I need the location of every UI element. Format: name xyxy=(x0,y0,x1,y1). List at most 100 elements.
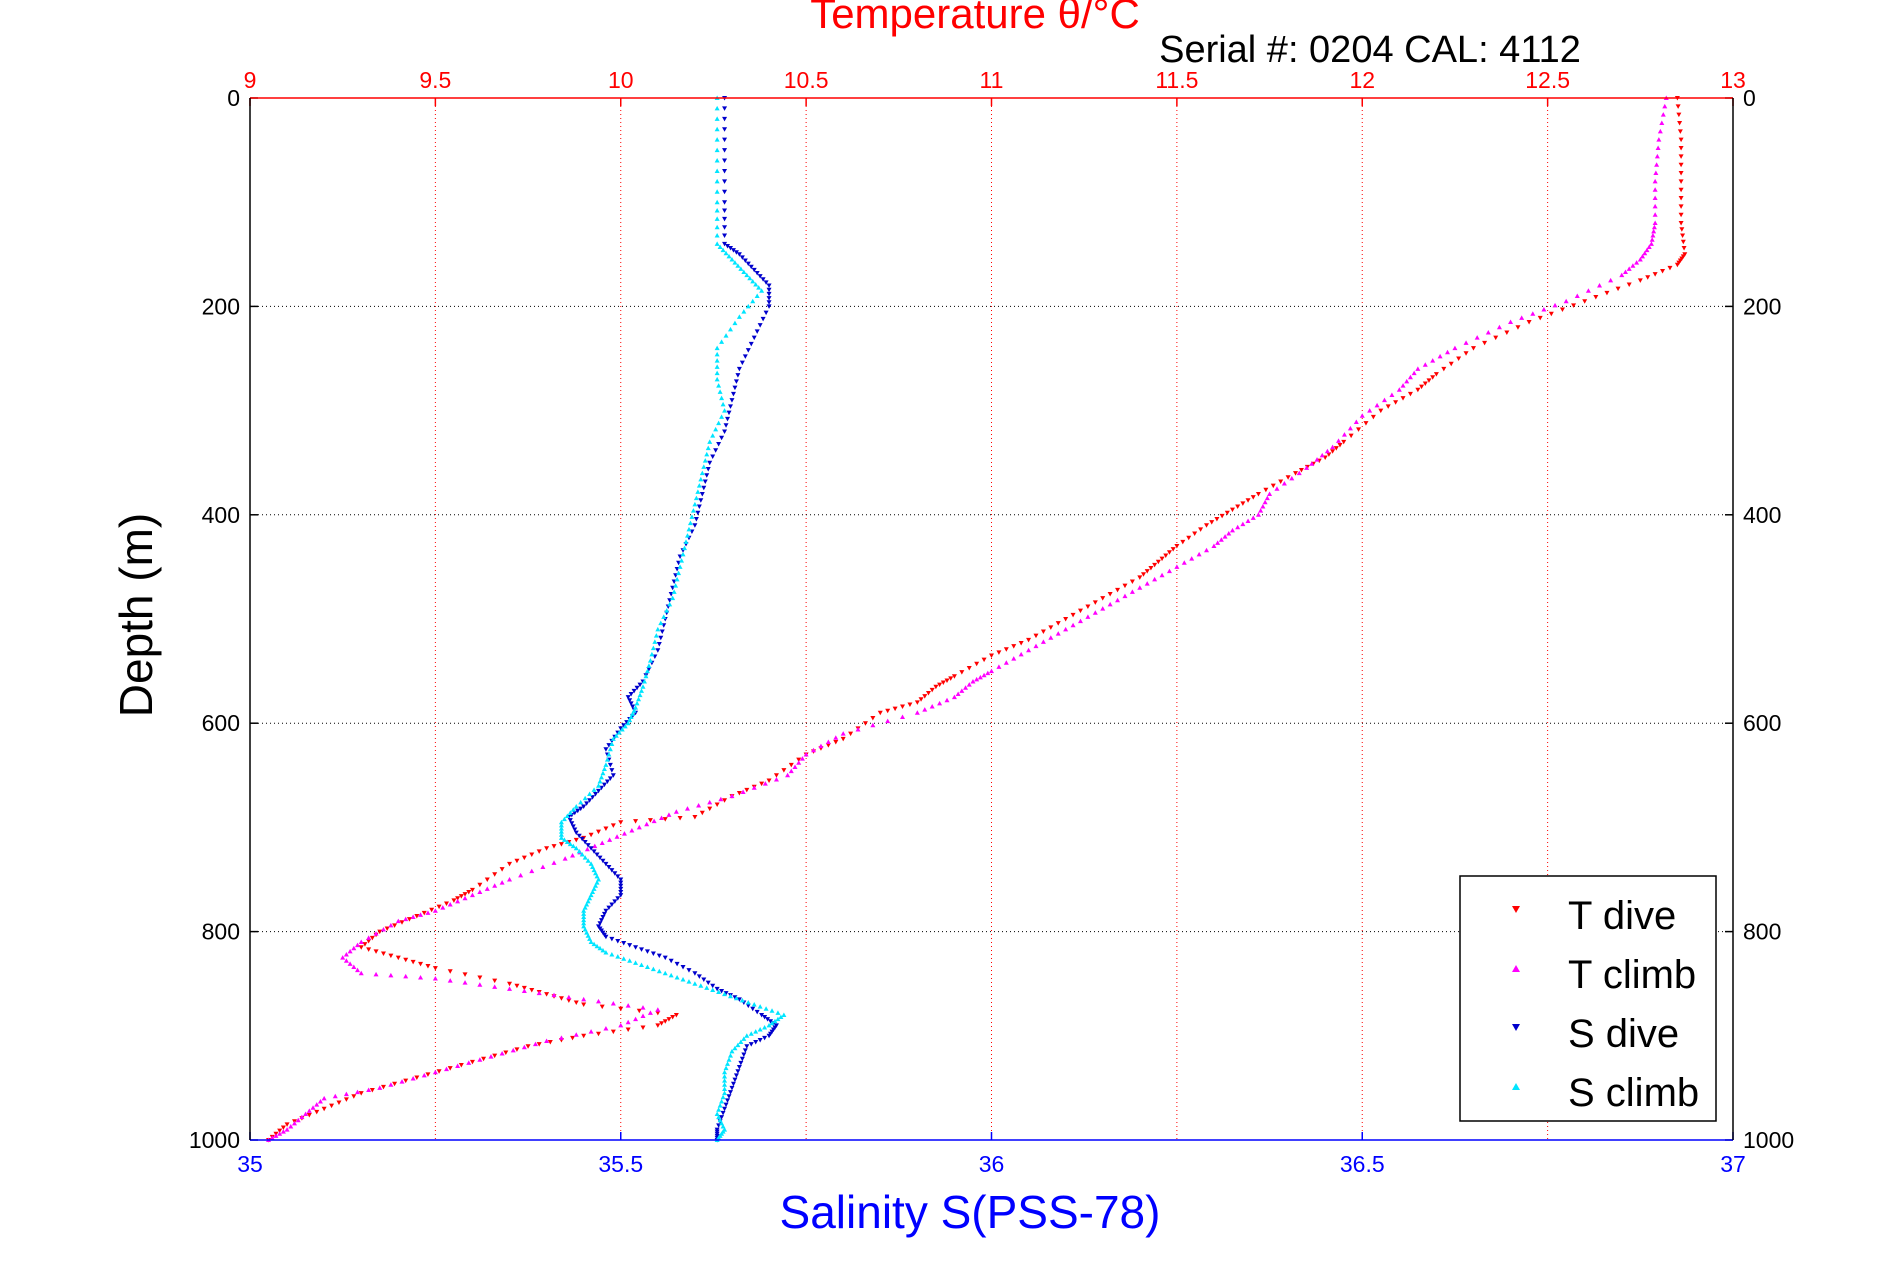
data-point xyxy=(699,810,705,816)
data-point xyxy=(1330,444,1336,450)
data-point xyxy=(1211,543,1217,549)
data-point xyxy=(558,819,564,825)
data-point xyxy=(718,796,724,802)
data-point xyxy=(591,886,597,891)
data-point xyxy=(722,1086,728,1091)
data-point xyxy=(521,855,527,861)
data-point xyxy=(1353,419,1359,425)
tick-label-depth-left: 1000 xyxy=(189,1127,240,1153)
tick-label-salinity: 36 xyxy=(979,1151,1005,1177)
data-point xyxy=(591,787,597,792)
data-point xyxy=(722,158,728,164)
data-point xyxy=(588,861,594,866)
data-point xyxy=(591,849,597,854)
data-point xyxy=(492,872,498,877)
data-point xyxy=(1626,266,1632,271)
data-point xyxy=(762,1024,768,1030)
data-point xyxy=(355,942,361,948)
data-point xyxy=(596,783,602,788)
data-point xyxy=(488,1054,494,1059)
data-point xyxy=(1222,534,1228,539)
data-point xyxy=(922,694,928,699)
data-point xyxy=(723,250,729,256)
data-point xyxy=(1626,282,1632,288)
data-point xyxy=(615,896,621,901)
data-point xyxy=(609,936,615,942)
data-point xyxy=(588,1029,594,1034)
data-point xyxy=(388,953,394,959)
data-point xyxy=(610,1029,616,1035)
data-point xyxy=(1215,540,1221,545)
data-point xyxy=(558,835,564,840)
data-point xyxy=(1189,556,1195,561)
data-point xyxy=(714,351,720,357)
data-point xyxy=(740,789,746,794)
data-point xyxy=(753,1029,759,1034)
data-point xyxy=(714,345,720,351)
data-point xyxy=(618,886,624,892)
data-point xyxy=(558,842,564,847)
data-point xyxy=(996,650,1002,655)
data-point xyxy=(1100,596,1106,601)
data-point xyxy=(1192,531,1198,537)
data-point xyxy=(646,663,652,668)
data-point xyxy=(996,664,1002,669)
legend-label-s-dive: S dive xyxy=(1568,1012,1679,1056)
data-point xyxy=(1678,204,1684,209)
data-point xyxy=(462,892,468,897)
data-point xyxy=(766,1033,772,1039)
data-point xyxy=(748,1042,754,1047)
data-point xyxy=(625,1003,631,1008)
data-point xyxy=(440,905,446,910)
data-point xyxy=(792,764,798,769)
data-point xyxy=(833,739,839,745)
data-point xyxy=(1144,581,1150,586)
data-point xyxy=(1656,137,1662,142)
data-point xyxy=(1571,303,1577,308)
data-point xyxy=(1337,442,1343,448)
data-point xyxy=(631,688,637,694)
data-point xyxy=(773,776,779,782)
data-point xyxy=(558,825,564,831)
data-point xyxy=(1040,639,1046,644)
data-point xyxy=(1263,487,1269,493)
data-point xyxy=(603,934,609,940)
data-point xyxy=(610,823,616,828)
data-point xyxy=(627,943,633,948)
data-point xyxy=(959,670,965,675)
data-point xyxy=(573,1032,579,1037)
data-point xyxy=(751,335,757,341)
data-point xyxy=(662,955,668,961)
data-point xyxy=(714,126,720,132)
data-point xyxy=(720,1094,726,1100)
data-point xyxy=(719,435,725,441)
data-point xyxy=(1389,392,1395,397)
data-point xyxy=(751,785,757,790)
data-point xyxy=(1336,438,1342,443)
data-point xyxy=(612,899,618,904)
data-point xyxy=(727,246,733,251)
data-point xyxy=(585,933,591,938)
data-point xyxy=(710,454,716,459)
data-point xyxy=(655,626,661,632)
data-point xyxy=(403,973,409,979)
data-point xyxy=(1159,556,1165,562)
data-point xyxy=(1654,162,1660,167)
data-point xyxy=(644,668,650,674)
data-point xyxy=(739,255,745,260)
data-point xyxy=(469,892,475,898)
data-point xyxy=(369,935,375,941)
data-point xyxy=(1209,520,1215,525)
data-point xyxy=(377,929,383,935)
data-point xyxy=(499,1051,505,1056)
data-point xyxy=(599,840,605,846)
data-point xyxy=(702,458,708,463)
data-point xyxy=(662,817,668,822)
data-point xyxy=(1033,633,1039,639)
data-point xyxy=(521,1044,527,1050)
legend-label-t-dive: T dive xyxy=(1568,894,1676,938)
data-point xyxy=(578,806,584,812)
data-point xyxy=(1653,170,1659,176)
data-point xyxy=(702,479,708,484)
